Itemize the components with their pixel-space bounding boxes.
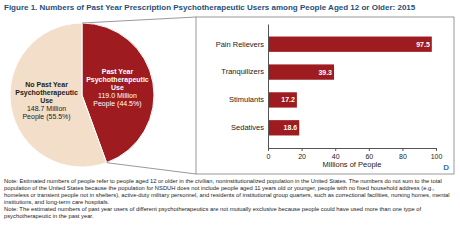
slice-label: No Past YearPsychotherapeuticUse148.7 Mi…: [15, 81, 78, 121]
y-tick: Pain Relievers: [216, 40, 268, 49]
slice-category: Past YearPsychotherapeuticUse: [86, 68, 149, 91]
x-axis-title: Millions of People: [323, 160, 382, 169]
x-tick-mark: [369, 148, 370, 151]
y-tick-label: Tranquilizers: [221, 67, 264, 76]
note: Note: The estimated numbers of past year…: [4, 206, 421, 219]
x-tick: 20: [298, 148, 306, 160]
note: Note: Estimated numbers of people refer …: [4, 178, 450, 205]
x-tick-label: 40: [332, 153, 340, 160]
y-tick-label: Stimulants: [229, 95, 264, 104]
x-tick-mark: [335, 148, 336, 151]
data-labels: 97.5 39.3 17.2 18.6: [281, 41, 430, 132]
y-tick: Stimulants: [229, 95, 268, 104]
x-axis: 0 20 40 60 80 100: [267, 148, 443, 160]
x-tick: 100: [431, 148, 443, 160]
logo: D: [443, 163, 449, 172]
data-label: 119.0 MillionPeople (44.5%): [93, 92, 141, 108]
bars: [268, 37, 432, 136]
bar: [268, 120, 299, 135]
title: Figure 1. Numbers of Past Year Prescript…: [4, 3, 416, 12]
y-tick-label: Sedatives: [231, 123, 264, 132]
x-tick-label: 0: [267, 153, 271, 160]
x-tick: 40: [332, 148, 340, 160]
y-tick: Sedatives: [231, 123, 268, 132]
x-tick: 80: [399, 148, 407, 160]
pie: Past YearPsychotherapeuticUse119.0 Milli…: [10, 23, 154, 167]
slice-category: No Past YearPsychotherapeuticUse: [15, 81, 78, 104]
x-tick-mark: [302, 148, 303, 151]
y-tick-label: Pain Relievers: [216, 40, 265, 49]
x-tick: 60: [365, 148, 373, 160]
slice-label: Past YearPsychotherapeuticUse119.0 Milli…: [86, 68, 149, 108]
x-tick-label: 100: [431, 153, 443, 160]
x-tick-label: 20: [298, 153, 306, 160]
data-label: 18.6: [284, 124, 298, 131]
y-tick: Tranquilizers: [221, 67, 268, 76]
data-label: 39.3: [318, 69, 332, 76]
figure: Figure 1. Numbers of Past Year Prescript…: [0, 0, 460, 231]
x-tick-label: 80: [399, 153, 407, 160]
bar: [268, 37, 432, 52]
data-label: 148.7 MillionPeople (55.5%): [22, 105, 70, 121]
data-label: 97.5: [416, 41, 430, 48]
panel-frame: [196, 17, 454, 174]
x-axis-line: [269, 149, 437, 152]
bar: [268, 64, 334, 79]
pie-slice: [10, 23, 107, 167]
x-tick-label: 60: [365, 153, 373, 160]
y-axis: Pain Relievers Tranquilizers Stimulants Sed…: [216, 25, 269, 149]
x-tick: 0: [267, 148, 271, 160]
x-tick-mark: [436, 148, 437, 151]
connector: [82, 17, 196, 23]
data-label: 17.2: [281, 96, 295, 103]
bar: [268, 92, 297, 107]
x-tick-mark: [402, 148, 403, 151]
connector: [107, 163, 196, 174]
y-axis-line: [268, 25, 269, 149]
